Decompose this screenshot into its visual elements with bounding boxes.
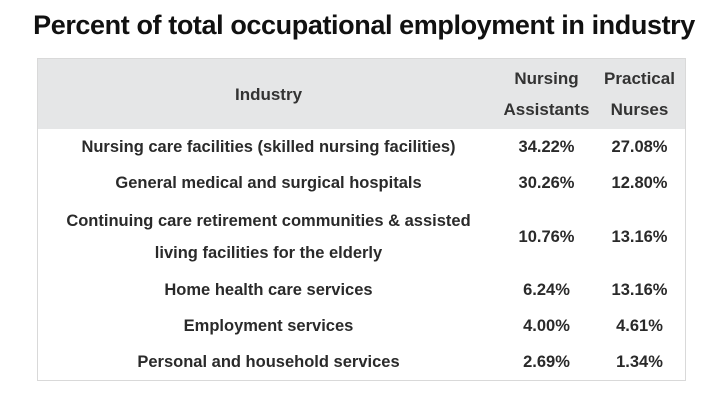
industry-cell: Home health care services bbox=[164, 281, 373, 299]
nursing-assistants-cell: 6.24% bbox=[523, 281, 570, 299]
practical-nurses-cell: 13.16% bbox=[611, 227, 668, 246]
header-row: Industry Nursing Assistants Practical Nu… bbox=[38, 59, 685, 129]
practical-nurses-cell: 12.80% bbox=[611, 174, 668, 192]
table-row: Nursing care facilities (skilled nursing… bbox=[38, 129, 685, 165]
employment-table: Industry Nursing Assistants Practical Nu… bbox=[37, 58, 686, 381]
nursing-assistants-cell: 34.22% bbox=[518, 138, 575, 156]
nursing-assistants-cell: 10.76% bbox=[518, 227, 575, 246]
practical-nurses-cell: 13.16% bbox=[611, 281, 668, 299]
practical-nurses-cell: 4.61% bbox=[616, 317, 663, 335]
practical-nurses-cell: 27.08% bbox=[611, 138, 668, 156]
table-row: Employment services 4.00% 4.61% bbox=[38, 308, 685, 344]
industry-cell: Continuing care retirement communities &… bbox=[66, 211, 471, 262]
practical-nurses-cell: 1.34% bbox=[616, 353, 663, 371]
nursing-assistants-cell: 2.69% bbox=[523, 353, 570, 371]
industry-cell: Employment services bbox=[183, 317, 354, 335]
industry-cell: Nursing care facilities (skilled nursing… bbox=[81, 138, 456, 156]
industry-cell: General medical and surgical hospitals bbox=[115, 174, 422, 192]
table-row: Personal and household services 2.69% 1.… bbox=[38, 344, 685, 380]
table-row: General medical and surgical hospitals 3… bbox=[38, 165, 685, 201]
data-table: Industry Nursing Assistants Practical Nu… bbox=[38, 59, 685, 380]
header-industry: Industry bbox=[234, 84, 303, 104]
industry-cell: Personal and household services bbox=[137, 353, 400, 371]
header-nursing-assistants: Nursing Assistants bbox=[503, 69, 590, 119]
table-row: Continuing care retirement communities &… bbox=[38, 201, 685, 272]
nursing-assistants-cell: 30.26% bbox=[518, 174, 575, 192]
chart-title: Percent of total occupational employment… bbox=[33, 10, 695, 40]
nursing-assistants-cell: 4.00% bbox=[523, 317, 570, 335]
header-practical-nurses: Practical Nurses bbox=[604, 69, 675, 119]
table-row: Home health care services 6.24% 13.16% bbox=[38, 272, 685, 308]
